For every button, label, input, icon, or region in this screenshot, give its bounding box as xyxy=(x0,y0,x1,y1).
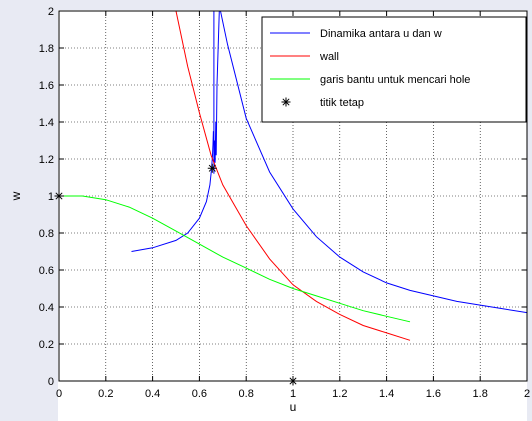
x-tick-label: 1.8 xyxy=(473,388,488,400)
y-tick-label: 1 xyxy=(48,191,54,203)
y-tick-label: 0.2 xyxy=(39,339,54,351)
background-band-left xyxy=(0,0,58,421)
y-tick-label: 0.6 xyxy=(39,265,54,277)
x-axis-label: u xyxy=(290,400,297,414)
background-band-top xyxy=(0,0,532,10)
x-tick-label: 0.4 xyxy=(145,388,160,400)
y-tick-label: 1.2 xyxy=(39,154,54,166)
x-tick-label: 0.6 xyxy=(192,388,207,400)
legend: Dinamika antara u dan w wall garis bantu u… xyxy=(261,16,527,123)
legend-entry: Dinamika antara u dan w xyxy=(320,28,442,40)
y-tick-label: 1.8 xyxy=(39,43,54,55)
y-tick-label: 1.6 xyxy=(39,80,54,92)
legend-entry: titik tetap xyxy=(320,97,364,109)
asterisk-stroke xyxy=(282,98,290,106)
ticks: 0 0.2 0.4 0.6 0.8 1 1.2 1.4 1.6 1.8 2 0 0.2 0.4 0.6 0.8… xyxy=(39,6,530,400)
series-0-line xyxy=(219,11,527,314)
legend-entry: garis bantu untuk mencari hole xyxy=(320,74,470,86)
x-tick-label: 2 xyxy=(524,388,530,400)
asterisk-stroke xyxy=(208,164,216,172)
series-2-line xyxy=(59,195,411,323)
y-tick-label: 2 xyxy=(48,6,54,18)
x-tick-label: 0.2 xyxy=(98,388,113,400)
x-tick-label: 1 xyxy=(290,388,296,400)
background-band-right xyxy=(527,0,532,421)
y-tick-label: 0 xyxy=(48,376,54,388)
y-tick-label: 1.4 xyxy=(39,117,54,129)
legend-entry: wall xyxy=(319,51,339,63)
x-tick-label: 1.4 xyxy=(379,388,394,400)
x-tick-label: 0 xyxy=(56,388,62,400)
series-3-marker xyxy=(207,163,217,173)
legend-box xyxy=(261,16,527,123)
y-tick-label: 0.4 xyxy=(39,302,54,314)
x-tick-label: 0.8 xyxy=(239,388,254,400)
series-group xyxy=(54,11,527,386)
legend-marker xyxy=(281,97,291,107)
y-axis-label: w xyxy=(9,191,23,201)
series-1-line xyxy=(175,11,411,341)
x-tick-label: 1.2 xyxy=(332,388,347,400)
y-tick-label: 0.8 xyxy=(39,228,54,240)
x-tick-label: 1.6 xyxy=(426,388,441,400)
series-0-line xyxy=(131,131,214,252)
